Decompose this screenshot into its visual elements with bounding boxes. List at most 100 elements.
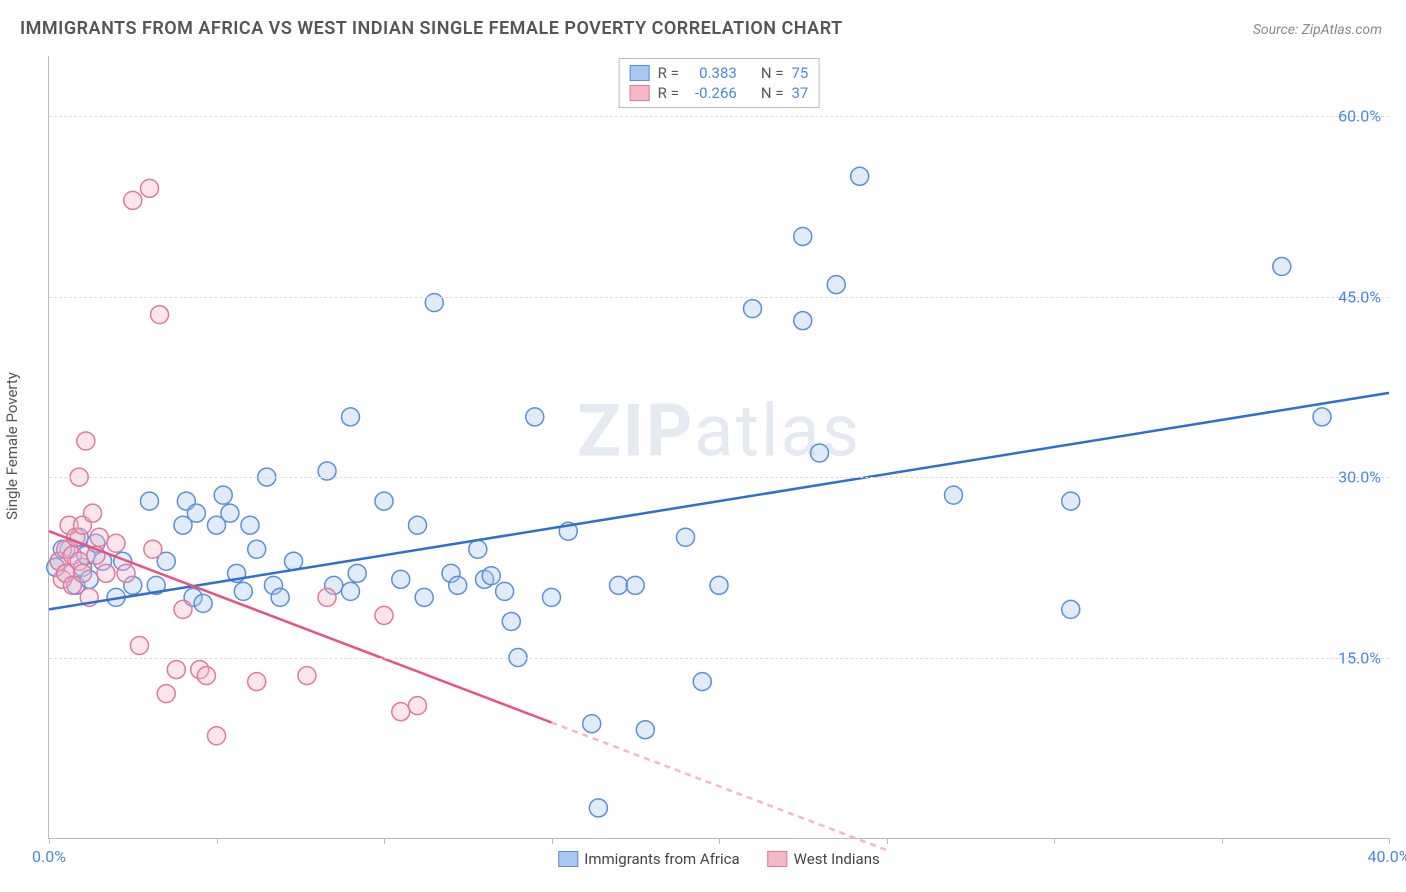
point-africa [526, 408, 544, 426]
point-west [90, 528, 108, 546]
point-west [167, 661, 185, 679]
point-africa [636, 721, 654, 739]
x-tick [552, 838, 553, 844]
point-africa [502, 612, 520, 630]
point-west [298, 667, 316, 685]
point-africa [589, 799, 607, 817]
point-africa [1273, 258, 1291, 276]
point-africa [583, 715, 601, 733]
point-africa [271, 588, 289, 606]
point-africa [415, 588, 433, 606]
point-west [124, 191, 142, 209]
point-west [97, 564, 115, 582]
point-west [197, 667, 215, 685]
legend-item: West Indians [768, 850, 880, 868]
point-africa [1062, 600, 1080, 618]
point-west [318, 588, 336, 606]
x-tick [217, 838, 218, 844]
point-west [84, 504, 102, 522]
point-west [174, 600, 192, 618]
legend-row-west: R =-0.266N =37 [630, 83, 809, 103]
swatch-west [630, 85, 650, 101]
point-africa [610, 576, 628, 594]
point-africa [392, 570, 410, 588]
gridline [49, 116, 1389, 117]
x-tick [1389, 838, 1390, 844]
point-africa [409, 516, 427, 534]
x-tick [49, 838, 50, 844]
gridline [49, 658, 1389, 659]
point-west [409, 697, 427, 715]
point-west [117, 564, 135, 582]
plot-area: ZIPatlas R =0.383N =75R =-0.266N =37 Imm… [48, 56, 1389, 839]
x-tick [384, 838, 385, 844]
y-tick-label: 30.0% [1338, 468, 1381, 487]
point-africa [248, 540, 266, 558]
point-africa [945, 486, 963, 504]
gridline [49, 477, 1389, 478]
point-africa [482, 567, 500, 585]
x-tick-label: 0.0% [32, 847, 66, 866]
point-west [107, 534, 125, 552]
point-africa [1062, 492, 1080, 510]
point-west [392, 703, 410, 721]
point-africa [794, 312, 812, 330]
point-africa [626, 576, 644, 594]
point-africa [234, 582, 252, 600]
point-africa [342, 582, 360, 600]
swatch-africa [630, 65, 650, 81]
point-west [208, 727, 226, 745]
point-africa [342, 408, 360, 426]
y-axis-label: Single Female Poverty [3, 372, 21, 520]
legend-item: Immigrants from Africa [558, 850, 739, 868]
point-west [157, 685, 175, 703]
point-west [375, 606, 393, 624]
point-africa [811, 444, 829, 462]
y-tick-label: 15.0% [1338, 648, 1381, 667]
x-tick [1054, 838, 1055, 844]
x-tick [719, 838, 720, 844]
point-africa [348, 564, 366, 582]
y-tick-label: 45.0% [1338, 287, 1381, 306]
swatch [558, 851, 578, 867]
point-africa [677, 528, 695, 546]
point-africa [827, 276, 845, 294]
point-west [130, 637, 148, 655]
point-africa [496, 582, 514, 600]
gridline [49, 297, 1389, 298]
point-africa [449, 576, 467, 594]
trendline-west-extrapolated [552, 723, 887, 851]
x-tick [1222, 838, 1223, 844]
point-africa [851, 167, 869, 185]
legend-row-africa: R =0.383N =75 [630, 63, 809, 83]
point-africa [744, 300, 762, 318]
point-africa [285, 552, 303, 570]
x-tick [887, 838, 888, 844]
point-africa [221, 504, 239, 522]
y-tick-label: 60.0% [1338, 107, 1381, 126]
point-africa [194, 594, 212, 612]
legend-series: Immigrants from Africa West Indians [558, 850, 879, 868]
point-africa [214, 486, 232, 504]
point-africa [375, 492, 393, 510]
point-west [141, 179, 159, 197]
chart-title: IMMIGRANTS FROM AFRICA VS WEST INDIAN SI… [20, 18, 843, 39]
source-credit: Source: ZipAtlas.com [1253, 22, 1382, 38]
point-west [151, 306, 169, 324]
swatch [768, 851, 788, 867]
point-africa [469, 540, 487, 558]
point-africa [693, 673, 711, 691]
point-africa [187, 504, 205, 522]
point-africa [710, 576, 728, 594]
point-africa [794, 227, 812, 245]
point-africa [543, 588, 561, 606]
point-west [74, 564, 92, 582]
point-africa [241, 516, 259, 534]
point-west [144, 540, 162, 558]
x-tick-label: 40.0% [1368, 847, 1406, 866]
scatter-svg [49, 56, 1389, 838]
legend-correlation: R =0.383N =75R =-0.266N =37 [619, 58, 820, 108]
point-africa [141, 492, 159, 510]
point-west [248, 673, 266, 691]
point-africa [1313, 408, 1331, 426]
